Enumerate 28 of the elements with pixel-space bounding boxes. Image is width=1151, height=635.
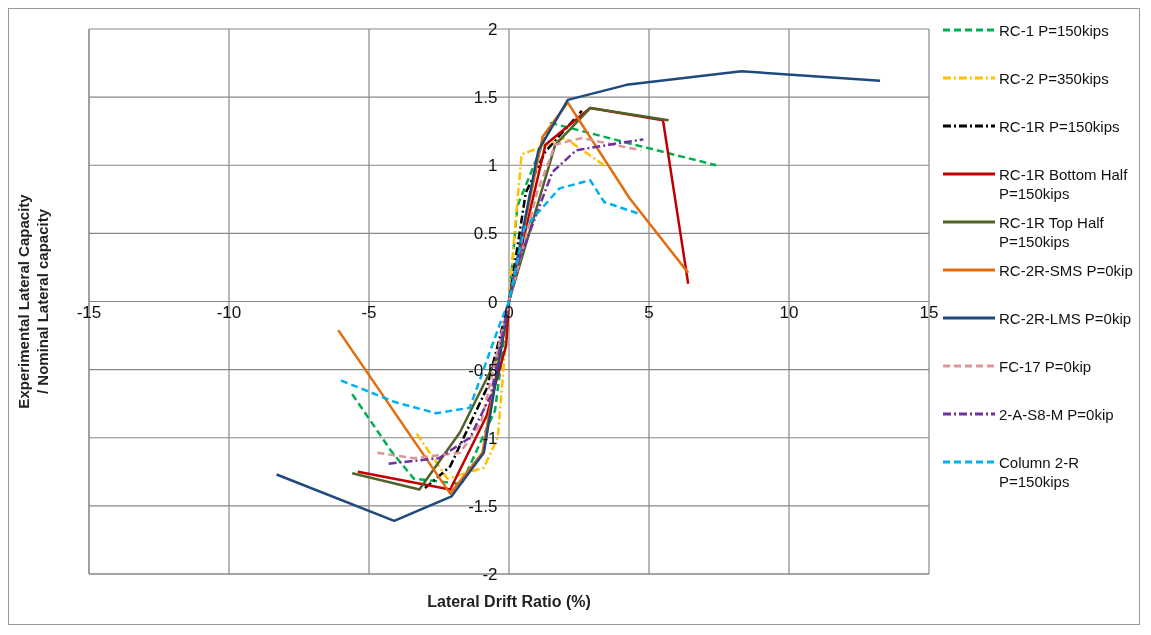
y-tick-label: 2: [488, 20, 498, 39]
x-tick-label: -15: [76, 302, 102, 322]
legend-label: RC-1R Top Half P=150kips: [999, 213, 1105, 251]
x-tick-label: 15: [919, 302, 939, 322]
x-tick-label: 0: [504, 302, 514, 322]
legend-label: RC-1 P=150kips: [999, 21, 1109, 40]
y-axis-title: Experimental Lateral Capacity / Nominal Lateral capacity: [15, 193, 51, 409]
y-tick-label: 0.5: [473, 224, 498, 244]
line-series: [415, 136, 606, 480]
legend-label: RC-1R Bottom Half P=150kips: [999, 165, 1129, 203]
y-tick-label: -2: [482, 565, 498, 584]
y-tick-label: 1.5: [473, 88, 498, 108]
legend-label: FC-17 P=0kip: [999, 357, 1092, 376]
x-tick-label: 10: [779, 302, 799, 322]
y-tick-label: -1.5: [468, 496, 498, 516]
legend-label: RC-2 P=350kips: [999, 69, 1109, 88]
x-tick-label: -5: [361, 302, 377, 322]
legend-label: 2-A-S8-M P=0kip: [999, 405, 1114, 424]
y-tick-label: 1: [488, 156, 498, 176]
line-series: [423, 109, 584, 490]
x-tick-label: 5: [644, 302, 654, 322]
x-tick-label: -10: [216, 302, 242, 322]
legend-label: Column 2-R P=150kips: [999, 453, 1081, 491]
legend-label: RC-2R-LMS P=0kip: [999, 309, 1132, 328]
x-axis-title: Lateral Drift Ratio (%): [427, 593, 591, 611]
legend-label: RC-1R P=150kips: [999, 117, 1120, 136]
legend-label: RC-2R-SMS P=0kip: [999, 261, 1133, 280]
line-series: [275, 69, 882, 523]
